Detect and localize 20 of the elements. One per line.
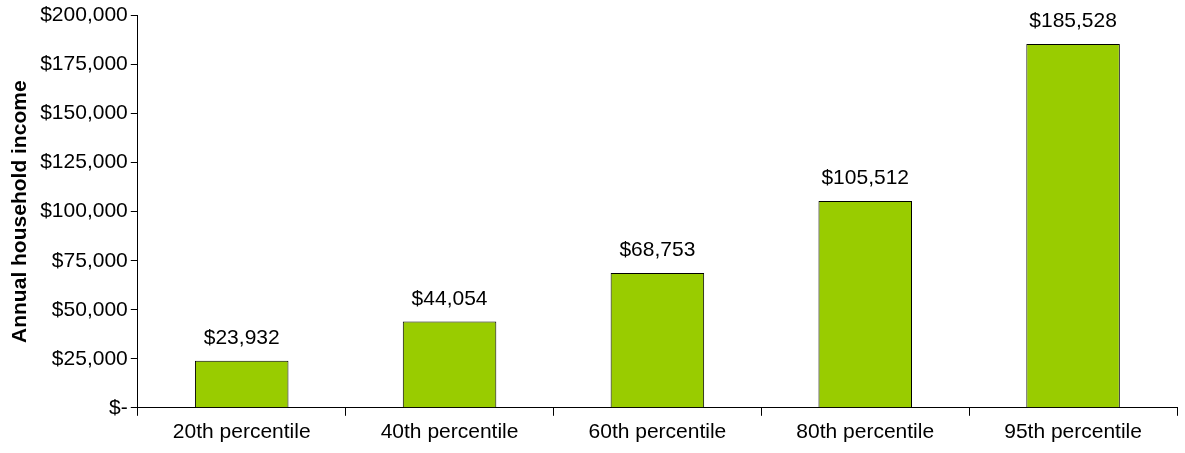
- y-tick-label: $25,000: [51, 345, 128, 369]
- y-tick-label: $75,000: [51, 247, 128, 271]
- y-tick-label: $200,000: [40, 2, 128, 26]
- y-tick-label: $100,000: [40, 198, 128, 222]
- data-label: $23,932: [203, 325, 280, 349]
- data-label: $105,512: [821, 165, 910, 189]
- data-label: $185,528: [1029, 8, 1117, 32]
- x-tick-label: 95th percentile: [1004, 419, 1142, 443]
- x-tick-label: 40th percentile: [380, 419, 519, 443]
- y-tick-label: $125,000: [40, 149, 128, 173]
- y-tick-label: $50,000: [51, 296, 128, 320]
- x-tick-label: 80th percentile: [796, 419, 935, 443]
- data-label: $68,753: [619, 237, 696, 261]
- y-axis-title: Annual household income: [7, 80, 31, 343]
- x-tick-label: 60th percentile: [588, 419, 727, 443]
- y-tick-label: $175,000: [40, 51, 128, 75]
- data-label: $44,054: [411, 285, 488, 309]
- y-tick-label: $150,000: [40, 100, 128, 124]
- y-tick-label: $-: [109, 394, 128, 418]
- x-tick-label: 20th percentile: [172, 419, 311, 443]
